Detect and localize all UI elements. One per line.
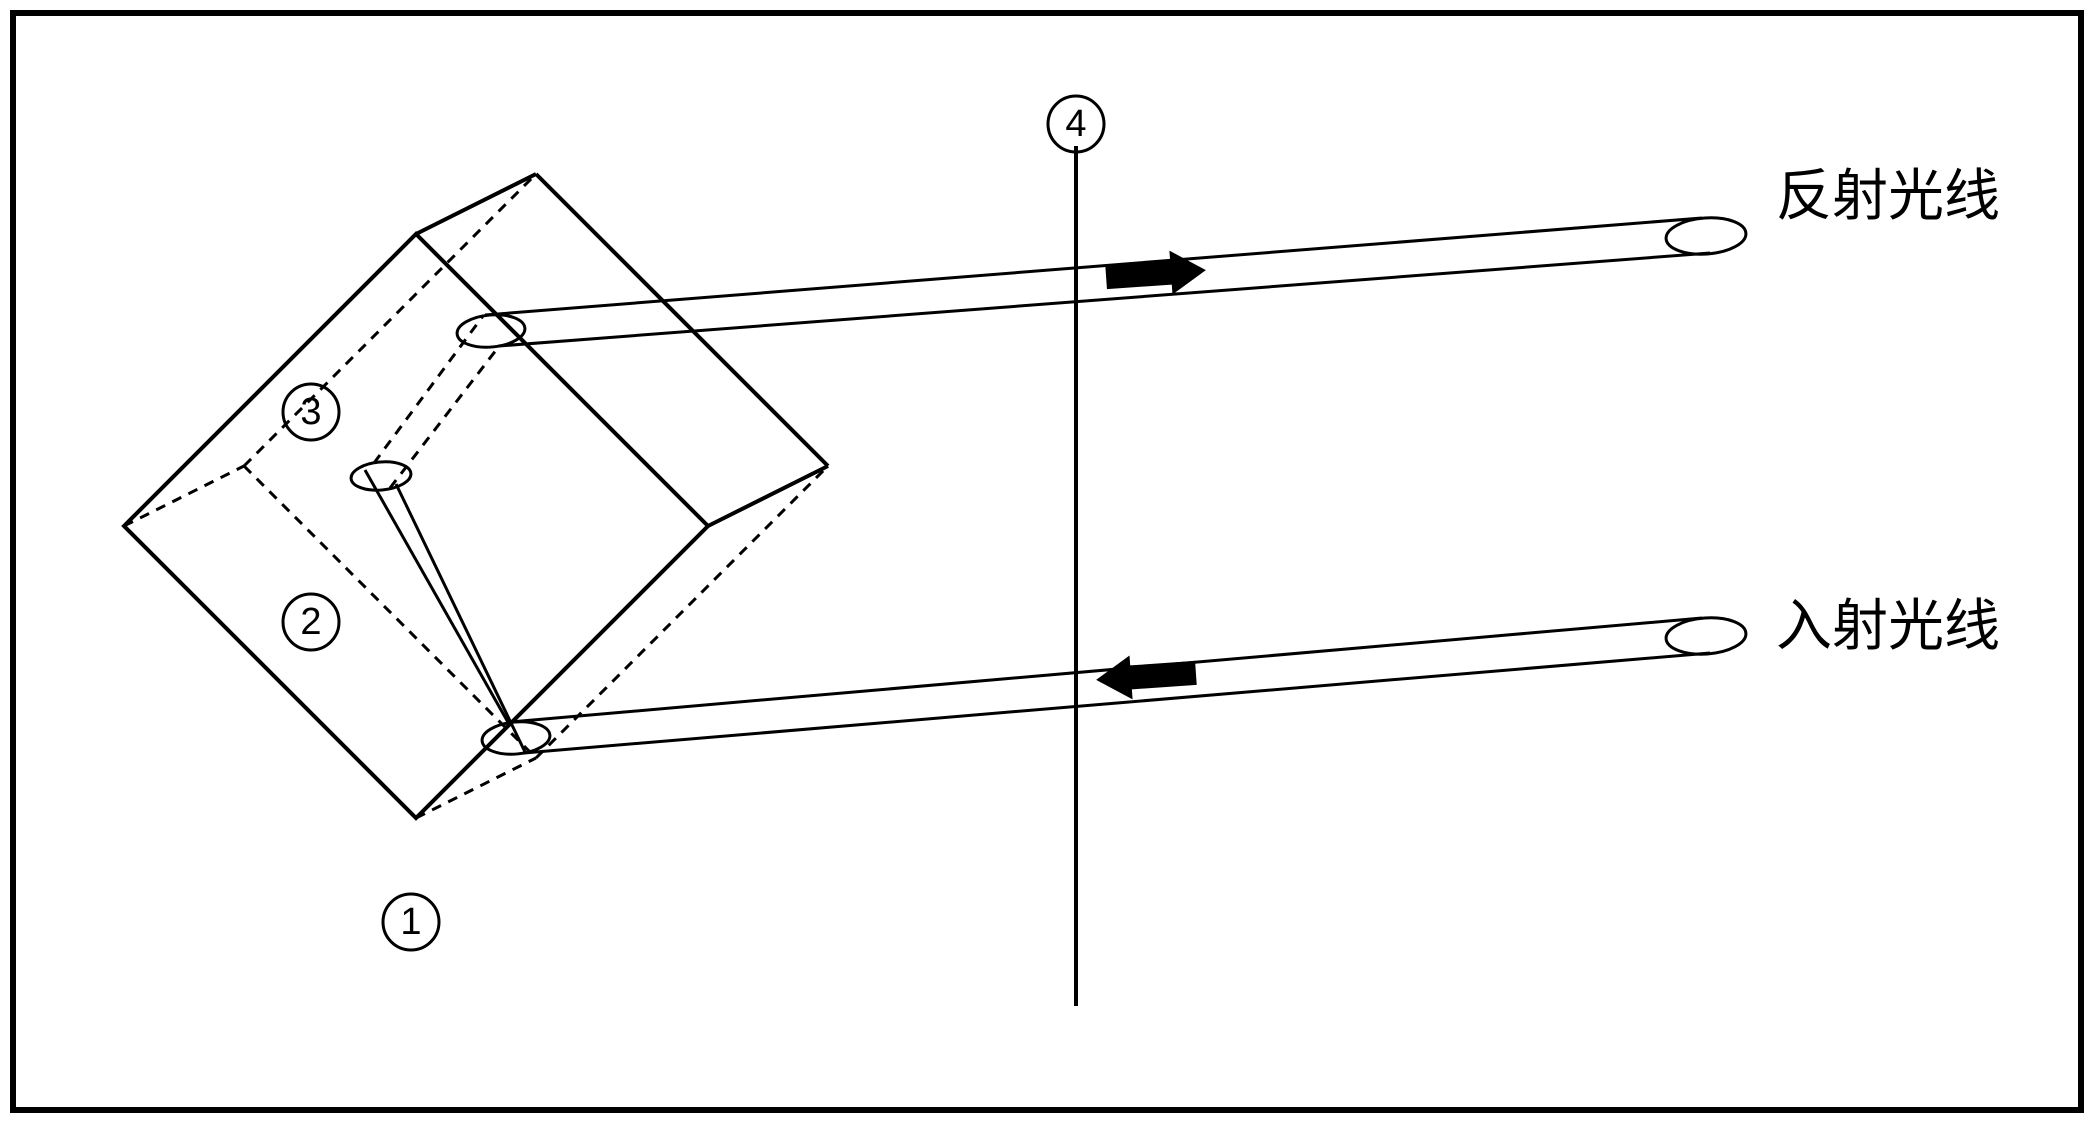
prism-back-edge-right bbox=[708, 466, 828, 526]
incident-ray-label: 入射光线 bbox=[1776, 581, 2000, 662]
inner-tube-upper-b bbox=[390, 345, 500, 488]
prism-back-edge-bottom-dashed bbox=[416, 758, 536, 818]
prism-back-edge-topright bbox=[536, 174, 828, 466]
inner-tube-ellipse bbox=[350, 459, 412, 492]
num3-text: 3 bbox=[300, 391, 321, 433]
prism-back-edge-lefttop-dashed bbox=[244, 174, 536, 466]
reflected-ray-label: 反射光线 bbox=[1776, 151, 2000, 232]
num1-text: 1 bbox=[400, 901, 421, 943]
incident-arrow-icon bbox=[1095, 651, 1198, 702]
num2-text: 2 bbox=[300, 601, 321, 643]
prism-back-edge-leftbot-dashed bbox=[244, 466, 536, 758]
inner-tube-lower-b bbox=[396, 484, 525, 752]
diagram-frame: 1 2 3 4 反射光线 入射光线 bbox=[10, 10, 2084, 1113]
inner-tube-lower-a bbox=[365, 470, 509, 724]
prism-back-edge-botright-dashed bbox=[536, 466, 828, 758]
num4-text: 4 bbox=[1065, 103, 1086, 145]
prism-back-edge-left-dashed bbox=[124, 466, 244, 526]
prism-back-edge-top bbox=[416, 174, 536, 234]
inner-tube-upper-a bbox=[374, 316, 483, 463]
